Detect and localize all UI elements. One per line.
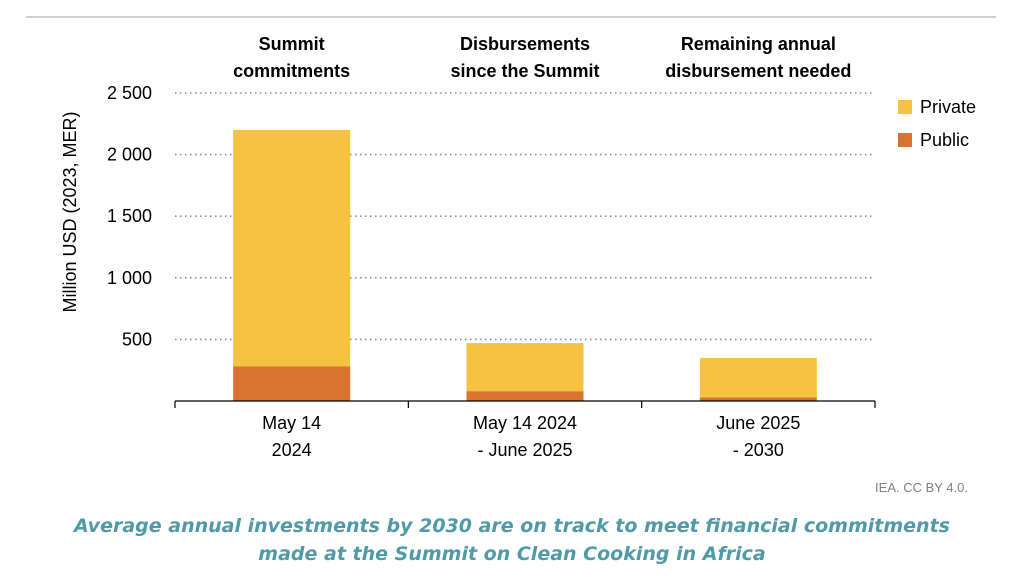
caption-line-1: Average annual investments by 2030 are o… (74, 515, 950, 537)
source-note: IEA. CC BY 4.0. (875, 480, 968, 495)
y-tick-label: 2 000 (107, 145, 152, 165)
y-axis-label: Million USD (2023, MER) (60, 111, 80, 312)
legend-label: Public (920, 130, 969, 150)
legend: Private Public (898, 97, 976, 150)
x-tick-label: May 14 (262, 413, 321, 433)
group-header: since the Summit (450, 61, 599, 81)
gridlines (175, 92, 875, 341)
x-tick-label: June 2025 (716, 413, 800, 433)
x-tick-label: 2024 (272, 440, 312, 460)
group-header: Disbursements (460, 34, 590, 54)
group-header: commitments (233, 61, 350, 81)
bar-public (233, 366, 351, 401)
caption-line-2: made at the Summit on Clean Cooking in A… (258, 543, 766, 565)
bar-public (466, 391, 584, 401)
x-tick-label: - June 2025 (477, 440, 572, 460)
legend-label: Private (920, 97, 976, 117)
y-tick-label: 1 500 (107, 206, 152, 226)
x-tick-label: - 2030 (733, 440, 784, 460)
bar-private (233, 129, 351, 367)
group-header: Summit (259, 34, 325, 54)
legend-swatch (898, 100, 912, 114)
y-tick-label: 2 500 (107, 83, 152, 103)
legend-swatch (898, 133, 912, 147)
y-tick-label: 1 000 (107, 268, 152, 288)
group-header: Remaining annual (681, 34, 836, 54)
y-axis: 500 1 000 1 500 2 000 2 500 (107, 83, 152, 349)
bar-private (699, 357, 817, 398)
y-tick-label: 500 (122, 329, 152, 349)
group-headers: Summit commitments Disbursements since the … (233, 34, 851, 81)
bar-public (699, 397, 817, 401)
bar-private (466, 343, 584, 392)
bars (233, 129, 817, 401)
x-axis: May 14 2024 May 14 2024 - June 2025 June 202… (174, 400, 876, 460)
group-header: disbursement needed (665, 61, 851, 81)
x-tick-label: May 14 2024 (473, 413, 577, 433)
